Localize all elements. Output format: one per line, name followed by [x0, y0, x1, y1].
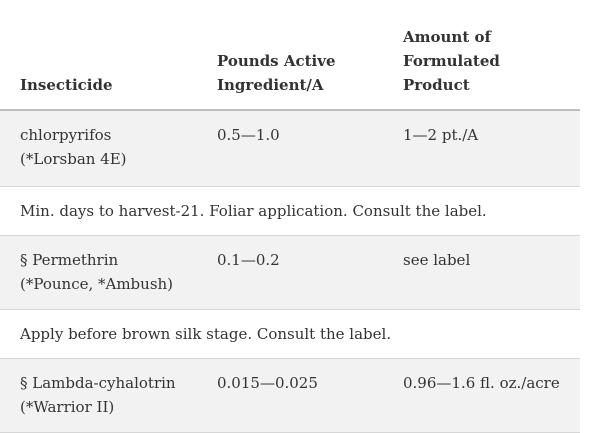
application-note: Min. days to harvest-21. Foliar applicat…	[0, 186, 580, 236]
header-insecticide-label: Insecticide	[20, 76, 113, 94]
insecticide-name: § Permethrin	[20, 251, 119, 269]
pounds-active-cell: 0.1—0.2	[197, 235, 383, 310]
header-amount-line2: Formulated Product	[403, 52, 500, 94]
application-note: Apply before brown silk stage. Consult t…	[0, 309, 580, 359]
insecticide-trade-name: (*Pounce, *Ambush)	[20, 275, 174, 293]
header-pounds-line1: Pounds Active	[217, 52, 336, 70]
insecticide-trade-name: (*Lorsban 4E)	[20, 150, 127, 168]
insecticide-trade-name: (*Warrior II)	[20, 398, 115, 416]
header-amount-line1: Amount of	[403, 28, 491, 46]
table-row: § Lambda-cyhalotrin (*Warrior II) 0.015—…	[0, 358, 580, 433]
header-pounds-active-ingredient: Pounds Active Ingredient/A	[197, 0, 383, 111]
table-row: § Permethrin (*Pounce, *Ambush) 0.1—0.2 …	[0, 235, 580, 310]
pounds-active-cell: 0.015—0.025	[197, 358, 383, 433]
table-row: chlorpyrifos (*Lorsban 4E) 0.5—1.0 1—2 p…	[0, 110, 580, 187]
table-note-row: Apply before brown silk stage. Consult t…	[0, 309, 580, 359]
insecticide-name: chlorpyrifos	[20, 126, 112, 144]
header-insecticide: Insecticide	[0, 0, 197, 111]
insecticide-name: § Lambda-cyhalotrin	[20, 374, 176, 392]
header-amount-formulated-product: Amount of Formulated Product	[383, 0, 580, 111]
formulated-amount-cell: 0.96—1.6 fl. oz./acre	[383, 358, 580, 433]
table-header-row: Insecticide Pounds Active Ingredient/A A…	[0, 0, 580, 111]
insecticide-cell: chlorpyrifos (*Lorsban 4E)	[0, 110, 197, 187]
insecticide-cell: § Lambda-cyhalotrin (*Warrior II)	[0, 358, 197, 433]
formulated-amount-cell: 1—2 pt./A	[383, 110, 580, 187]
pounds-active-cell: 0.5—1.0	[197, 110, 383, 187]
insecticide-cell: § Permethrin (*Pounce, *Ambush)	[0, 235, 197, 310]
formulated-amount-cell: see label	[383, 235, 580, 310]
table-note-row: Min. days to harvest-21. Foliar applicat…	[0, 186, 580, 236]
header-pounds-line2: Ingredient/A	[217, 76, 324, 94]
